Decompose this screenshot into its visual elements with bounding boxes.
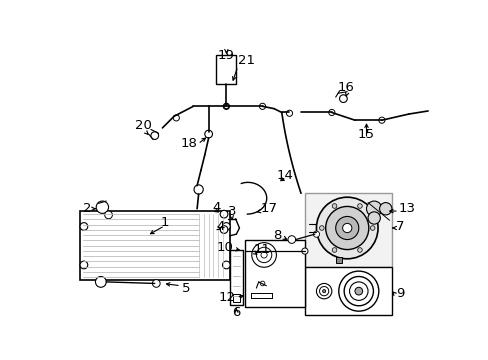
Text: 19: 19 <box>218 49 234 62</box>
Circle shape <box>378 117 384 123</box>
Circle shape <box>80 222 87 230</box>
Circle shape <box>325 206 368 249</box>
Text: 10: 10 <box>216 241 233 254</box>
Bar <box>232 294 240 302</box>
Text: 21: 21 <box>238 54 254 67</box>
Circle shape <box>342 223 351 233</box>
Circle shape <box>287 236 295 243</box>
Circle shape <box>223 103 229 109</box>
Circle shape <box>357 248 362 252</box>
Circle shape <box>256 247 271 263</box>
Circle shape <box>95 276 106 287</box>
Circle shape <box>335 216 358 239</box>
Bar <box>305 267 391 315</box>
Circle shape <box>286 110 292 116</box>
Circle shape <box>220 210 227 218</box>
Circle shape <box>261 252 266 258</box>
Circle shape <box>301 248 307 254</box>
Circle shape <box>313 231 319 237</box>
Circle shape <box>224 104 228 109</box>
Bar <box>244 239 305 307</box>
Text: 2: 2 <box>83 202 91 215</box>
Circle shape <box>319 226 324 230</box>
Circle shape <box>151 132 158 139</box>
Text: 18: 18 <box>180 137 197 150</box>
Circle shape <box>349 282 367 300</box>
Circle shape <box>319 287 328 296</box>
Text: 4: 4 <box>216 220 224 233</box>
Text: 8: 8 <box>273 229 281 242</box>
Circle shape <box>357 204 362 208</box>
Circle shape <box>344 276 373 306</box>
Text: 16: 16 <box>337 81 354 94</box>
Circle shape <box>222 222 230 230</box>
Text: 13: 13 <box>398 202 415 215</box>
Bar <box>305 193 391 266</box>
Bar <box>216 55 236 84</box>
Text: 17: 17 <box>261 202 278 215</box>
Text: 9: 9 <box>395 287 403 300</box>
Circle shape <box>220 226 227 233</box>
Circle shape <box>259 103 265 109</box>
Circle shape <box>194 185 203 194</box>
Circle shape <box>316 197 377 259</box>
Bar <box>335 257 341 264</box>
Circle shape <box>173 115 179 121</box>
Circle shape <box>369 226 374 230</box>
Circle shape <box>316 283 331 299</box>
Text: 3: 3 <box>227 204 236 217</box>
Circle shape <box>104 211 112 219</box>
Circle shape <box>331 248 336 252</box>
Circle shape <box>204 130 212 138</box>
Circle shape <box>379 203 391 215</box>
Circle shape <box>251 243 276 267</box>
Text: 20: 20 <box>135 119 151 132</box>
Circle shape <box>366 201 381 216</box>
Text: 7: 7 <box>395 220 404 233</box>
Text: 6: 6 <box>232 306 240 319</box>
Circle shape <box>152 280 160 287</box>
Circle shape <box>328 109 334 116</box>
Text: 14: 14 <box>276 169 293 182</box>
Text: 5: 5 <box>182 282 190 294</box>
Text: 11: 11 <box>253 243 270 256</box>
Text: 15: 15 <box>357 127 374 140</box>
Circle shape <box>339 95 346 103</box>
Circle shape <box>80 261 87 269</box>
Circle shape <box>222 261 230 269</box>
Circle shape <box>338 271 378 311</box>
Circle shape <box>367 212 380 224</box>
Bar <box>230 249 242 305</box>
Circle shape <box>322 289 325 293</box>
Circle shape <box>354 287 362 295</box>
Circle shape <box>96 201 108 213</box>
Bar <box>80 211 230 280</box>
Circle shape <box>260 281 264 286</box>
Text: 4: 4 <box>212 201 221 214</box>
Text: 1: 1 <box>160 216 169 229</box>
Text: 12: 12 <box>218 291 235 304</box>
Circle shape <box>331 204 336 208</box>
